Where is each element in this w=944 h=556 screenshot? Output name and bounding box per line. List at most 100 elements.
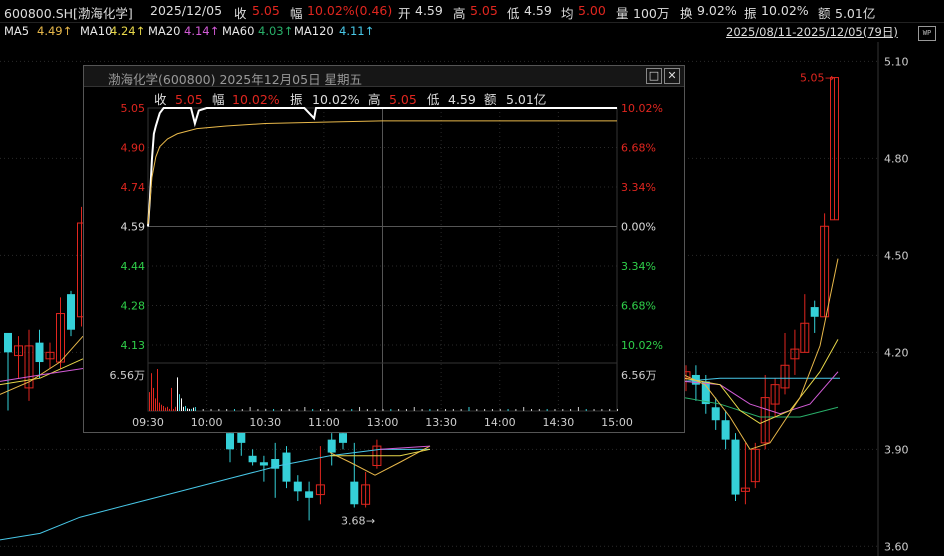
x-tick-label: 14:00 (484, 416, 516, 429)
ma10-line (0, 358, 84, 386)
left-tick-label: 4.44 (121, 260, 146, 273)
left-tick-label: 4.13 (121, 339, 146, 352)
close-value: 5.05 (252, 3, 280, 18)
candle-body (315, 484, 325, 496)
candle-body (721, 420, 730, 440)
candle-body (339, 433, 347, 443)
volume-bar (609, 409, 611, 411)
candle-body (271, 459, 280, 469)
volume-bar (398, 409, 400, 411)
info-amount-value: 5.01亿 (506, 92, 546, 107)
candle-body (691, 374, 700, 385)
info-change-label: 幅 (212, 92, 225, 107)
max-annotation: 5.05 (800, 72, 825, 85)
right-tick-label: 3.34% (621, 181, 656, 194)
x-tick-label: 11:00 (308, 416, 340, 429)
x-tick-label: 10:00 (191, 416, 223, 429)
ma20-line (379, 445, 431, 450)
high-label: 高 (453, 6, 466, 21)
volume-bar (523, 407, 525, 411)
volume-bar (554, 409, 556, 411)
close-label: 收 (234, 6, 247, 21)
volume-bar (359, 407, 361, 411)
volume-bar (280, 409, 282, 411)
volume-bar (155, 398, 156, 411)
right-tick-label: 0.00% (621, 221, 656, 234)
ma5-label: MA5 (4, 24, 30, 38)
date-range[interactable]: 2025/08/11-2025/12/05(79日) (726, 25, 898, 39)
quote-header: 600800.SH[渤海化学] 2025/12/05 收 5.05 幅 10.0… (0, 0, 944, 23)
volume-bar (531, 409, 533, 411)
min-arrow: → (366, 514, 375, 527)
info-close-label: 收 (154, 92, 167, 107)
candle-body (701, 381, 710, 405)
volume-bar (491, 409, 493, 411)
candle-body (14, 345, 23, 357)
volume-bar (413, 407, 415, 411)
y-tick-label: 4.50 (884, 249, 909, 262)
ma10-line (330, 448, 431, 457)
volume-bar (171, 387, 172, 411)
volume-bar (241, 409, 243, 411)
volume-bar (429, 409, 431, 411)
candle-body (830, 77, 839, 221)
volume-bar (185, 405, 186, 411)
volume-bar (585, 409, 587, 411)
x-tick-label: 10:30 (249, 416, 281, 429)
candle-body (293, 481, 302, 492)
ma120-line (0, 448, 430, 541)
turnover-label: 换 (680, 6, 693, 21)
min-annotation: 3.68 (341, 514, 366, 527)
volume-bar (374, 409, 376, 411)
popup-titlebar[interactable]: 渤海化学(600800) 2025年12月05日 星期五 □ ✕ (84, 66, 684, 87)
ma20-line (683, 371, 839, 415)
volume-bar (149, 392, 150, 411)
ma120-value: 4.11↑ (339, 24, 375, 38)
volume-bar (445, 409, 447, 411)
turnover-value: 9.02% (697, 3, 737, 18)
info-change-value: 10.02% (232, 92, 280, 107)
volume-bar (183, 406, 184, 411)
y-tick-label: 5.10 (884, 55, 909, 68)
ma5-line (329, 445, 431, 476)
info-low-value: 4.59 (448, 92, 476, 107)
candle-body (780, 364, 790, 389)
avg-price-line (147, 120, 617, 224)
info-close-value: 5.05 (175, 92, 203, 107)
volume-bar (202, 409, 204, 411)
symbol-label[interactable]: 600800.SH[渤海化学] (4, 6, 133, 21)
volume-bar (273, 409, 275, 411)
low-value: 4.59 (524, 3, 552, 18)
x-tick-label: 15:00 (601, 416, 633, 429)
candle-body (237, 429, 246, 443)
max-arrow: → (825, 72, 834, 85)
volume-bar (226, 409, 228, 411)
candle-body (24, 345, 34, 389)
volume-bar (173, 408, 174, 411)
volume-bar (335, 409, 337, 411)
restore-icon[interactable]: □ (646, 68, 662, 84)
wp-icon[interactable]: WP (918, 26, 936, 41)
amplitude-value: 10.02% (761, 3, 809, 18)
volume-bar (405, 409, 407, 411)
volume-max-right: 6.56万 (621, 369, 657, 382)
right-tick-label: 10.02% (621, 339, 663, 352)
candle-body (711, 407, 720, 421)
left-tick-label: 4.59 (121, 221, 146, 234)
y-tick-label: 3.90 (884, 443, 909, 456)
ma60-line (683, 397, 839, 418)
left-tick-label: 5.05 (121, 102, 146, 115)
ma-legend: MA5 4.49↑ MA10 4.24↑ MA20 4.14↑ MA60 4.0… (0, 22, 944, 42)
y-tick-label: 4.20 (884, 346, 909, 359)
volume-bar (210, 409, 212, 411)
ma60-label: MA60 (222, 24, 255, 38)
close-icon[interactable]: ✕ (664, 68, 680, 84)
amplitude-label: 振 (744, 6, 757, 21)
high-value: 5.05 (470, 3, 498, 18)
ma5-line (683, 258, 839, 450)
y-tick-label: 4.80 (884, 152, 909, 165)
volume-bar (233, 409, 235, 411)
volume-bar (499, 409, 501, 411)
ma120-line (683, 377, 840, 382)
volume-bar (327, 409, 329, 411)
